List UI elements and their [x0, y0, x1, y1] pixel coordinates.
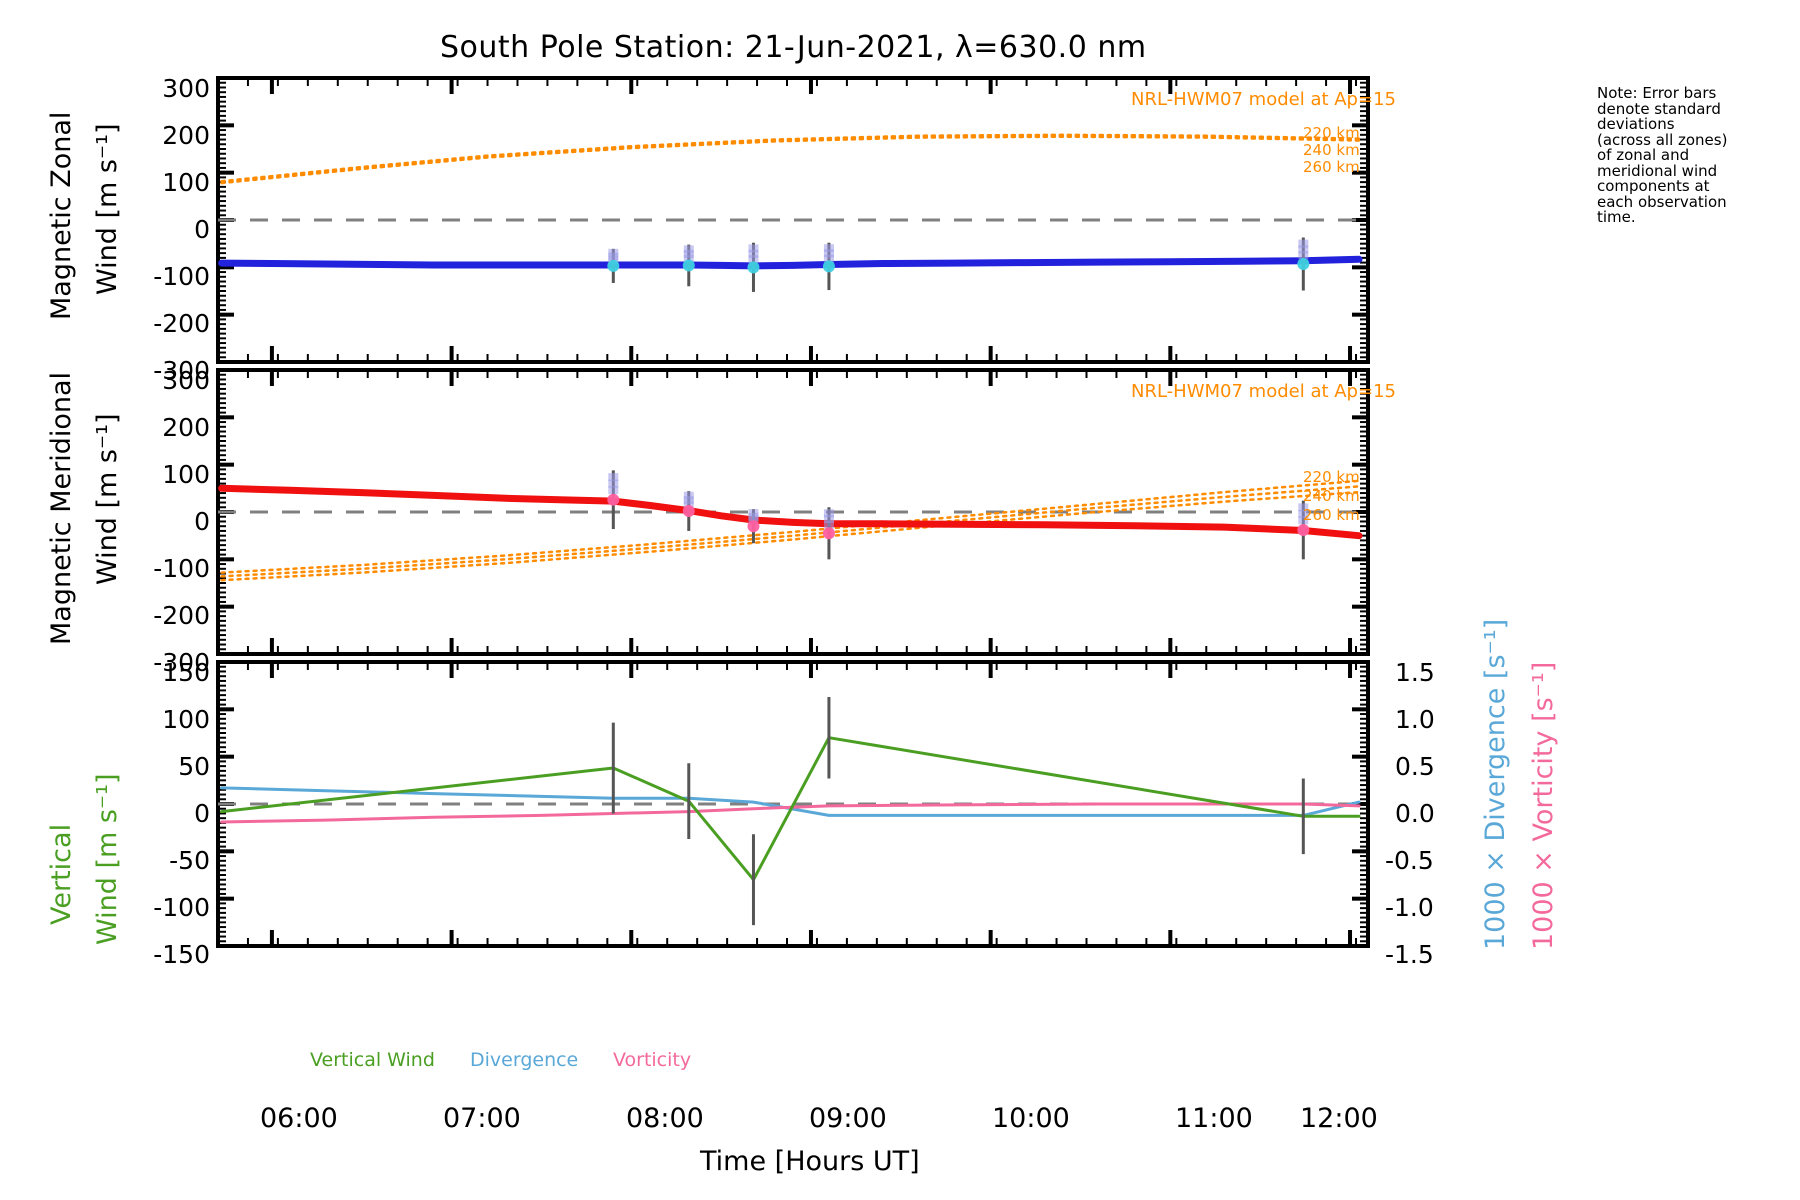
- p2-ytick-3: 0: [194, 507, 210, 536]
- p3-ytick-5: -100: [153, 893, 210, 922]
- p1-alt-260: 260 km: [1303, 158, 1360, 176]
- xtick-3: 09:00: [809, 1103, 887, 1134]
- p3-ytick-2: 50: [178, 752, 210, 781]
- p3-ylabel-line1: Vertical: [46, 823, 77, 925]
- p1-alt-220: 220 km: [1303, 124, 1360, 142]
- p1-alt-240: 240 km: [1303, 141, 1360, 159]
- p3-right-ytick-2: 0.5: [1395, 752, 1435, 781]
- xtick-4: 10:00: [992, 1103, 1070, 1134]
- p1-ytick-5: -200: [153, 309, 210, 338]
- p3-right-ytick-4: -0.5: [1385, 846, 1434, 875]
- p3-right-ytick-0: 1.5: [1395, 658, 1435, 687]
- p3-ytick-0: 150: [162, 658, 210, 687]
- legend-vertical-wind: Vertical Wind: [310, 1049, 435, 1071]
- xtick-6: 12:00: [1300, 1103, 1378, 1134]
- p2-alt-260: 260 km: [1303, 506, 1360, 524]
- p2-ytick-1: 200: [162, 413, 210, 442]
- p1-ylabel-line2: Wind [m s⁻¹]: [92, 123, 123, 295]
- xtick-0: 06:00: [260, 1103, 338, 1134]
- p3-right-ytick-5: -1.0: [1385, 893, 1434, 922]
- xtick-2: 08:00: [626, 1103, 704, 1134]
- p2-ytick-6: -300: [153, 648, 210, 677]
- p2-ylabel-line1: Magnetic Meridional: [46, 371, 77, 645]
- p3-ytick-6: -150: [153, 940, 210, 969]
- p1-ylabel-line1: Magnetic Zonal: [46, 111, 77, 320]
- p3-ylabel-line2: Wind [m s⁻¹]: [92, 773, 123, 945]
- p3-ytick-4: -50: [169, 846, 210, 875]
- p2-ytick-5: -200: [153, 601, 210, 630]
- p1-ytick-4: -100: [153, 262, 210, 291]
- p3-ytick-3: 0: [194, 799, 210, 828]
- p1-model-label: NRL-HWM07 model at Ap=15: [1131, 89, 1396, 110]
- p3-right-ylabel-divergence: 1000 × Divergence [s⁻¹]: [1480, 618, 1511, 950]
- p2-alt-240: 240 km: [1303, 487, 1360, 505]
- xtick-1: 07:00: [443, 1103, 521, 1134]
- figure-note: Note: Error bars denote standard deviati…: [1597, 84, 1728, 226]
- p1-ytick-2: 100: [162, 168, 210, 197]
- p2-ytick-4: -100: [153, 554, 210, 583]
- p2-alt-220: 220 km: [1303, 468, 1360, 486]
- xtick-5: 11:00: [1175, 1103, 1253, 1134]
- legend-divergence: Divergence: [470, 1049, 579, 1071]
- p2-ylabel-line2: Wind [m s⁻¹]: [92, 413, 123, 585]
- p2-ytick-2: 100: [162, 460, 210, 489]
- p1-ytick-6: -300: [153, 356, 210, 385]
- p1-ytick-0: 300: [162, 74, 210, 103]
- p3-right-ylabel-vorticity: 1000 × Vorticity [s⁻¹]: [1528, 661, 1559, 950]
- p2-model-label: NRL-HWM07 model at Ap=15: [1131, 381, 1396, 402]
- p3-ytick-1: 100: [162, 705, 210, 734]
- p3-right-ytick-6: -1.5: [1385, 940, 1434, 969]
- p1-ytick-3: 0: [194, 215, 210, 244]
- p3-right-ytick-1: 1.0: [1395, 705, 1435, 734]
- legend-vorticity: Vorticity: [613, 1049, 692, 1071]
- p2-ytick-0: 300: [162, 366, 210, 395]
- x-axis-label: Time [Hours UT]: [700, 1146, 920, 1177]
- page-title: South Pole Station: 21-Jun-2021, λ=630.0…: [440, 30, 1147, 65]
- p3-right-ytick-3: 0.0: [1395, 799, 1435, 828]
- p1-ytick-1: 200: [162, 121, 210, 150]
